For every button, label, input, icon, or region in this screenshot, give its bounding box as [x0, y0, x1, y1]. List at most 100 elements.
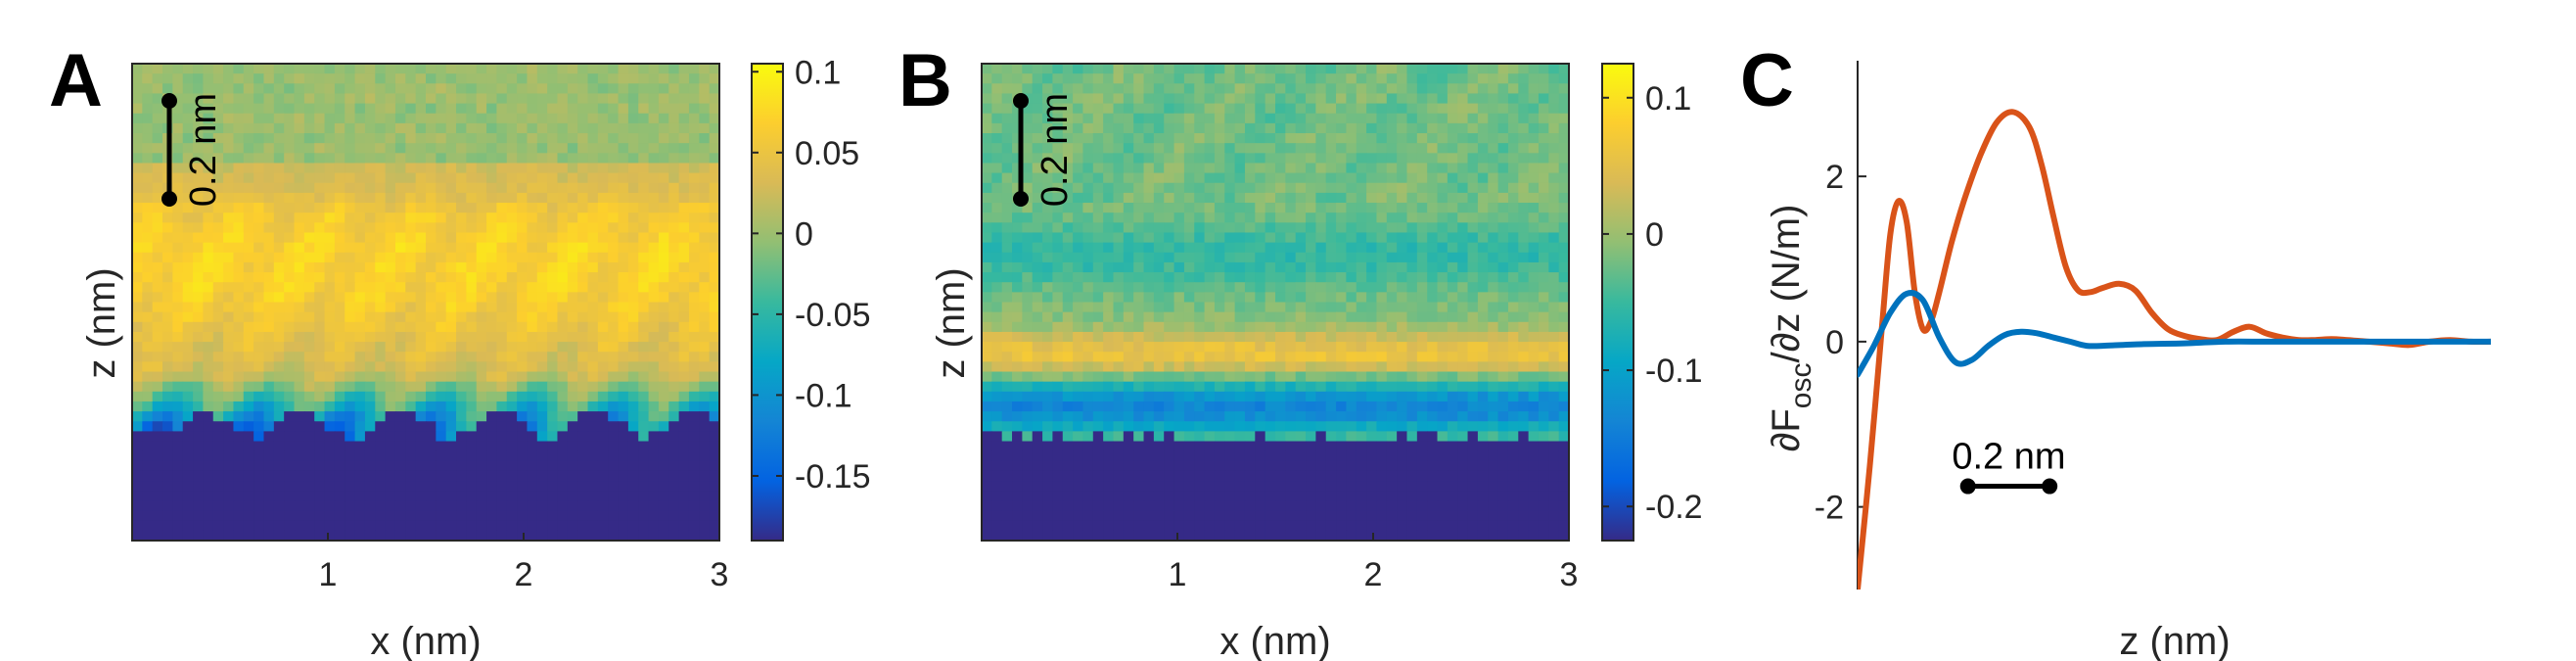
heatmap-cell — [1082, 292, 1094, 304]
heatmap-cell — [445, 261, 457, 273]
heatmap-cell — [1113, 261, 1125, 273]
heatmap-cell — [436, 122, 447, 134]
heatmap-cell — [517, 311, 529, 323]
heatmap-cell — [1001, 311, 1013, 323]
heatmap-cell — [658, 331, 669, 343]
heatmap-cell — [436, 172, 447, 184]
heatmap-cell — [1416, 261, 1428, 273]
heatmap-cell — [1073, 371, 1084, 383]
heatmap-cell — [1397, 361, 1408, 373]
heatmap-cell — [1032, 212, 1043, 223]
heatmap-cell — [1103, 252, 1115, 263]
heatmap-cell — [1275, 361, 1286, 373]
heatmap-cell — [415, 182, 427, 194]
heatmap-cell — [436, 431, 447, 443]
heatmap-cell — [334, 460, 345, 472]
heatmap-cell — [162, 441, 173, 452]
heatmap-cell — [142, 391, 154, 402]
heatmap-cell — [1032, 143, 1043, 154]
heatmap-cell — [1346, 172, 1357, 184]
heatmap-cell — [273, 122, 285, 134]
heatmap-cell — [1427, 133, 1439, 144]
heatmap-cell — [709, 242, 720, 254]
heatmap-cell — [1062, 381, 1074, 393]
heatmap-cell — [1376, 361, 1388, 373]
heatmap-cell — [648, 441, 660, 452]
heatmap-cell — [142, 192, 154, 204]
heatmap-cell — [142, 520, 154, 532]
heatmap-cell — [162, 282, 173, 293]
heatmap-cell — [203, 450, 214, 462]
heatmap-cell — [385, 172, 396, 184]
heatmap-cell — [1082, 352, 1094, 362]
heatmap-cell — [294, 242, 305, 254]
heatmap-cell — [1123, 282, 1134, 293]
heatmap-cell — [1153, 143, 1165, 154]
heatmap-cell — [273, 441, 285, 452]
heatmap-cell — [243, 361, 254, 373]
heatmap-cell — [345, 212, 356, 223]
heatmap-cell — [517, 153, 529, 165]
heatmap-cell — [678, 113, 690, 124]
heatmap-cell — [1092, 292, 1104, 304]
heatmap-cell — [1214, 302, 1225, 313]
heatmap-cell — [567, 431, 578, 443]
heatmap-cell — [1062, 391, 1074, 402]
heatmap-cell — [486, 481, 498, 492]
heatmap-cell — [445, 431, 457, 443]
heatmap-cell — [273, 311, 285, 323]
heatmap-cell — [445, 352, 457, 362]
heatmap-cell — [203, 500, 214, 512]
heatmap-cell — [1183, 64, 1195, 74]
heatmap-cell — [162, 421, 173, 432]
heatmap-cell — [1518, 391, 1530, 402]
heatmap-cell — [1062, 431, 1074, 443]
heatmap-cell — [1386, 103, 1398, 115]
heatmap-cell — [699, 361, 711, 373]
heatmap-cell — [618, 500, 629, 512]
heatmap-cell — [1265, 242, 1276, 254]
heatmap-cell — [597, 212, 609, 223]
heatmap-cell — [1022, 321, 1034, 333]
heatmap-cell — [638, 172, 650, 184]
heatmap-cell — [1507, 302, 1519, 313]
heatmap-cell — [1073, 182, 1084, 194]
heatmap-cell — [1285, 212, 1297, 223]
heatmap-cell — [991, 93, 1003, 105]
heatmap-cell — [496, 491, 508, 502]
heatmap-cell — [193, 401, 205, 412]
heatmap-cell — [445, 311, 457, 323]
heatmap-cell — [203, 83, 214, 95]
heatmap-cell — [991, 302, 1003, 313]
heatmap-cell — [172, 500, 184, 512]
heatmap-cell — [364, 361, 376, 373]
heatmap-cell — [1356, 203, 1367, 213]
heatmap-cell — [284, 441, 296, 452]
heatmap-cell — [1447, 143, 1458, 154]
heatmap-cell — [1103, 352, 1115, 362]
heatmap-cell — [1082, 83, 1094, 95]
heatmap-cell — [1477, 133, 1489, 144]
heatmap-cell — [445, 103, 457, 115]
heatmap-cell — [233, 321, 245, 333]
heatmap-cell — [658, 83, 669, 95]
heatmap-cell — [324, 222, 336, 234]
heatmap-cell — [223, 242, 235, 254]
heatmap-cell — [1143, 311, 1155, 323]
heatmap-cell — [303, 192, 315, 204]
heatmap-cell — [1548, 93, 1560, 105]
heatmap-cell — [668, 381, 680, 393]
heatmap-cell — [557, 311, 569, 323]
heatmap-cell — [557, 232, 569, 244]
heatmap-cell — [1346, 421, 1357, 432]
heatmap-cell — [415, 222, 427, 234]
heatmap-cell — [699, 83, 711, 95]
heatmap-cell — [527, 163, 538, 174]
heatmap-cell — [182, 352, 194, 362]
heatmap-cell — [982, 411, 992, 422]
heatmap-cell — [162, 331, 173, 343]
heatmap-cell — [699, 64, 711, 74]
heatmap-cell — [506, 143, 518, 154]
heatmap-cell — [324, 212, 336, 223]
heatmap-cell — [1164, 73, 1175, 84]
